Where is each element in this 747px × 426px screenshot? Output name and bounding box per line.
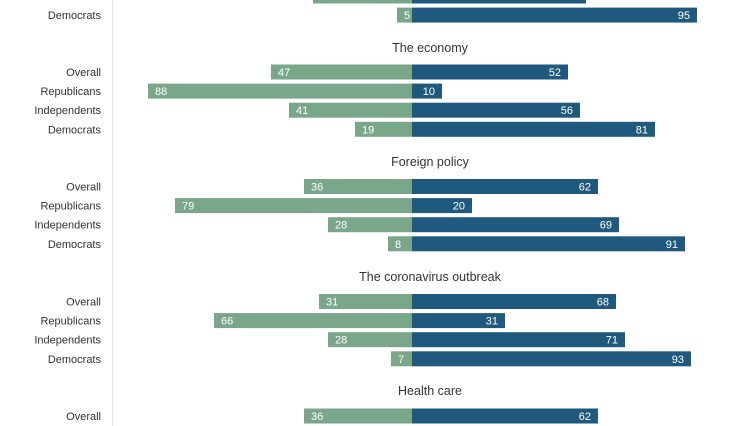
value-label-right: 91 bbox=[666, 239, 678, 251]
category-label: Overall bbox=[66, 411, 101, 423]
section-title: The economy bbox=[392, 41, 468, 55]
category-label: Republicans bbox=[40, 201, 101, 213]
bar-left bbox=[388, 236, 412, 252]
value-label-left: 88 bbox=[155, 86, 167, 98]
chart-marks: 3358595DemocratsThe economy4752Overall88… bbox=[34, 0, 697, 424]
category-label: Republicans bbox=[40, 316, 101, 328]
category-label: Independents bbox=[34, 335, 101, 347]
bar-left bbox=[313, 0, 412, 4]
value-label-left: 19 bbox=[362, 124, 374, 136]
bar-right bbox=[412, 121, 655, 137]
value-label-left: 41 bbox=[296, 105, 308, 117]
value-label-left: 66 bbox=[221, 316, 233, 328]
bar-right bbox=[412, 217, 619, 233]
category-label: Republicans bbox=[40, 86, 101, 98]
bar-right bbox=[412, 236, 685, 252]
value-label-right: 20 bbox=[453, 201, 465, 213]
value-label-right: 52 bbox=[549, 67, 561, 79]
category-label: Democrats bbox=[48, 124, 102, 136]
bar-left bbox=[328, 332, 412, 348]
category-label: Democrats bbox=[48, 10, 102, 22]
bar-left bbox=[148, 83, 412, 99]
bar-left bbox=[355, 121, 412, 137]
bar-left bbox=[289, 102, 412, 118]
value-label-right: 68 bbox=[597, 297, 609, 309]
bar-right bbox=[412, 0, 586, 4]
value-label-right: 69 bbox=[600, 220, 612, 232]
bar-right bbox=[412, 198, 472, 214]
bar-left bbox=[319, 294, 412, 309]
bar-right bbox=[412, 351, 691, 367]
bar-left bbox=[328, 217, 412, 233]
value-label-left: 7 bbox=[398, 354, 404, 366]
value-label-left: 36 bbox=[311, 411, 323, 423]
value-label-left: 28 bbox=[335, 220, 347, 232]
category-label: Overall bbox=[66, 67, 101, 79]
section-title: Foreign policy bbox=[391, 155, 470, 169]
bar-right bbox=[412, 64, 568, 80]
bar-right bbox=[412, 332, 625, 348]
bar-left bbox=[214, 313, 412, 329]
bar-right bbox=[412, 83, 442, 99]
value-label-right: 95 bbox=[678, 10, 690, 22]
value-label-right: 81 bbox=[636, 124, 648, 136]
category-label: Independents bbox=[34, 105, 101, 117]
value-label-right: 62 bbox=[579, 182, 591, 194]
value-label-right: 71 bbox=[606, 335, 618, 347]
value-label-left: 8 bbox=[395, 239, 401, 251]
value-label-left: 28 bbox=[335, 335, 347, 347]
bar-right bbox=[412, 7, 697, 23]
value-label-right: 62 bbox=[579, 411, 591, 423]
section-title: Health care bbox=[398, 384, 462, 398]
bar-right bbox=[412, 179, 598, 194]
category-label: Independents bbox=[34, 220, 101, 232]
category-label: Overall bbox=[66, 297, 101, 309]
value-label-left: 47 bbox=[278, 67, 290, 79]
value-label-right: 58 bbox=[567, 0, 579, 3]
section-title: The coronavirus outbreak bbox=[359, 270, 501, 284]
value-label-left: 5 bbox=[404, 10, 410, 22]
bar-left bbox=[271, 64, 412, 80]
value-label-right: 10 bbox=[423, 86, 435, 98]
bar-left bbox=[304, 179, 412, 194]
bar-left bbox=[391, 351, 412, 367]
bar-right bbox=[412, 294, 616, 309]
bar-right bbox=[412, 102, 580, 118]
category-label: Democrats bbox=[48, 239, 102, 251]
bar-left bbox=[397, 7, 412, 23]
bar-right bbox=[412, 408, 598, 424]
category-label: Overall bbox=[66, 182, 101, 194]
category-label: Democrats bbox=[48, 354, 102, 366]
value-label-right: 93 bbox=[672, 354, 684, 366]
value-label-left: 33 bbox=[320, 0, 332, 3]
bar-right bbox=[412, 313, 505, 329]
value-label-left: 31 bbox=[326, 297, 338, 309]
value-label-left: 79 bbox=[182, 201, 194, 213]
bar-left bbox=[175, 198, 412, 214]
value-label-left: 36 bbox=[311, 182, 323, 194]
value-label-right: 56 bbox=[561, 105, 573, 117]
bar-left bbox=[304, 408, 412, 424]
value-label-right: 31 bbox=[486, 316, 498, 328]
